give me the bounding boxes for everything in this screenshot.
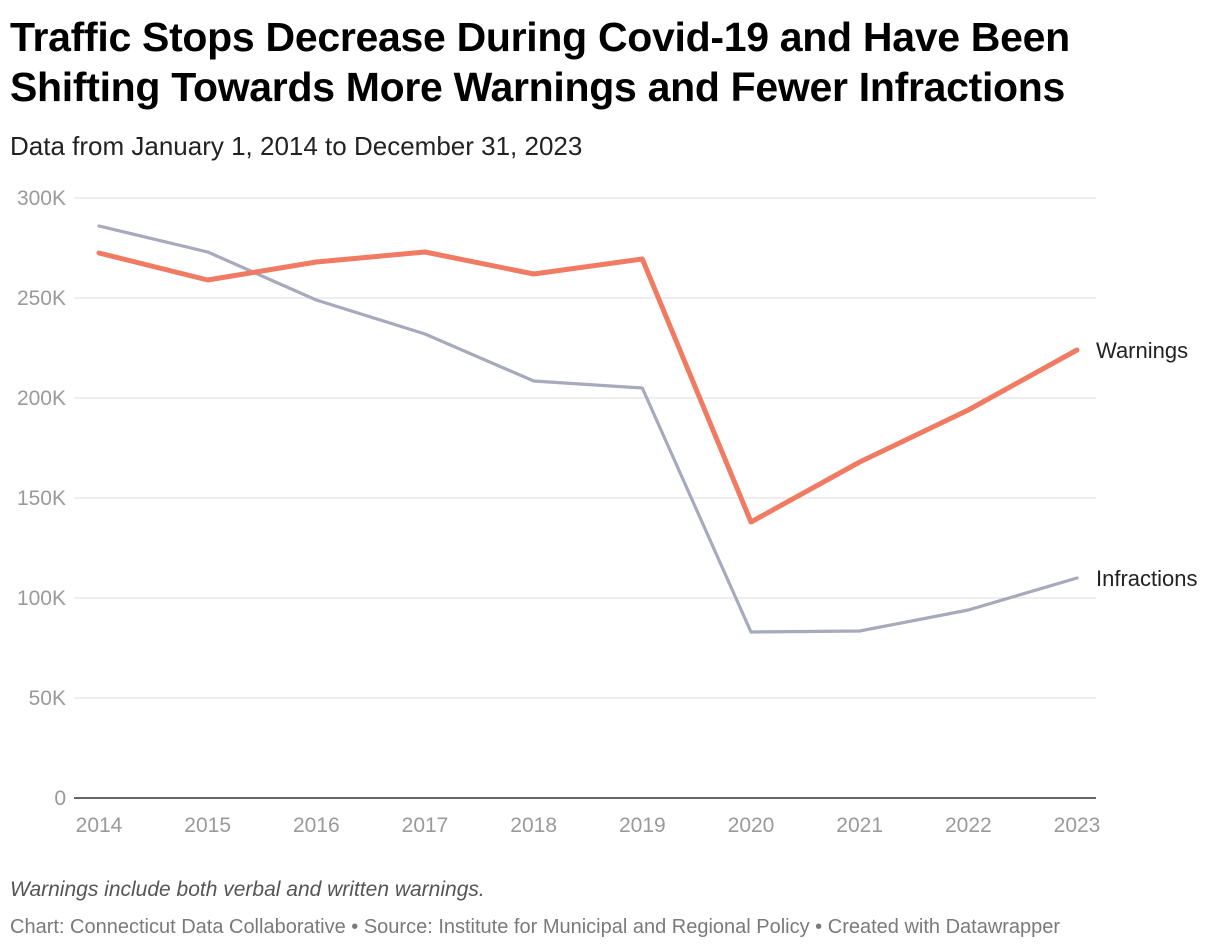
y-tick-label: 0	[54, 787, 66, 810]
series-label-infractions: Infractions	[1096, 566, 1198, 591]
series-lines	[96, 224, 1080, 634]
y-tick-label: 150K	[17, 487, 66, 510]
chart-title: Traffic Stops Decrease During Covid-19 a…	[10, 14, 1070, 110]
series-line-infractions	[97, 224, 1079, 634]
x-tick-label: 2017	[402, 814, 449, 837]
x-tick-label: 2020	[728, 814, 775, 837]
x-tick-label: 2022	[945, 814, 992, 837]
x-tick-label: 2015	[184, 814, 231, 837]
x-tick-label: 2019	[619, 814, 666, 837]
x-tick-label: 2016	[293, 814, 340, 837]
x-tick-label: 2018	[510, 814, 557, 837]
gridlines	[74, 197, 1096, 799]
chart-note: Warnings include both verbal and written…	[10, 878, 485, 901]
chart-footer: Chart: Connecticut Data Collaborative • …	[10, 916, 1061, 938]
y-tick-label: 200K	[17, 387, 66, 410]
y-tick-label: 50K	[29, 687, 66, 710]
series-labels: Infractions Warnings	[1096, 338, 1198, 591]
x-axis-ticks: 2014 2015 2016 2017 2018 2019 2020 2021 2022 2023	[76, 814, 1101, 837]
y-tick-label: 100K	[17, 587, 66, 610]
y-axis-ticks: 0 50K 100K 150K 200K 250K 300K	[17, 187, 66, 810]
series-label-warnings: Warnings	[1096, 338, 1188, 363]
series-line-warnings	[96, 249, 1080, 525]
y-tick-label: 250K	[17, 287, 66, 310]
x-tick-label: 2021	[836, 814, 883, 837]
x-tick-label: 2014	[76, 814, 123, 837]
chart-subtitle: Data from January 1, 2014 to December 31…	[10, 131, 583, 161]
y-tick-label: 300K	[17, 187, 66, 210]
x-tick-label: 2023	[1054, 814, 1101, 837]
